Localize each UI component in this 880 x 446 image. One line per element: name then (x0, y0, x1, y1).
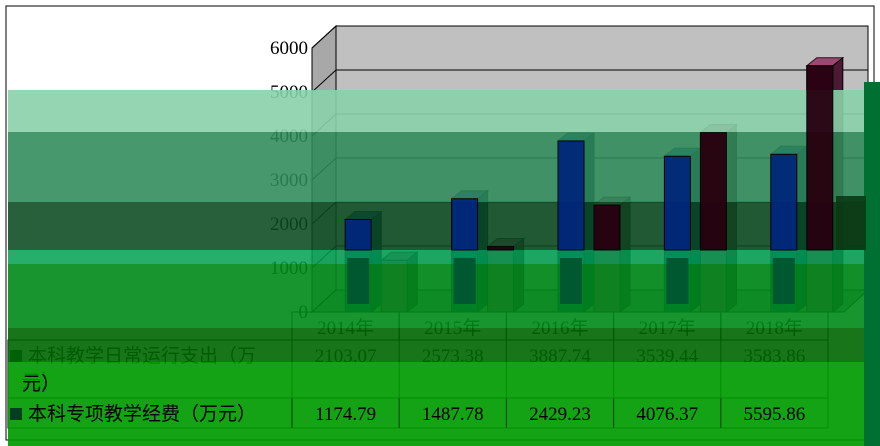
bar-s1-c3 (698, 123, 738, 314)
value-label-s0-c4: 3583.86 (744, 346, 806, 367)
bar-side-s0-c0 (370, 210, 382, 314)
bar-side-s1-c4 (832, 56, 844, 314)
bar-s1-c1 (486, 237, 526, 314)
category-label-2: 2016年 (531, 317, 588, 339)
bar-s0-c1 (450, 189, 490, 314)
value-label-s1-c3: 4076.37 (636, 404, 698, 425)
bar-side-s0-c2 (583, 131, 595, 314)
legend-label-1-line-0: 本科专项教学经费（万元） (28, 403, 256, 425)
bar-side-s0-c1 (477, 189, 489, 314)
bar-front-s1-c1 (487, 246, 515, 313)
bar-s0-c0 (343, 210, 383, 314)
bar-front-s0-c3 (663, 155, 691, 313)
y-tick-label-6: 6000 (270, 38, 308, 59)
bar-front-s1-c0 (380, 259, 408, 313)
bar-side-s1-c2 (619, 196, 631, 314)
bar-s0-c2 (556, 131, 596, 314)
bar-s1-c4 (805, 56, 845, 314)
value-label-s0-c2: 3887.74 (529, 346, 591, 367)
y-tick-label-1: 1000 (270, 258, 308, 279)
bar-s0-c4 (769, 145, 809, 314)
y-tick-label-3: 3000 (270, 170, 308, 191)
bar-front-s1-c3 (699, 132, 727, 313)
bar-front-s0-c0 (344, 218, 372, 313)
bar-s1-c2 (592, 196, 632, 314)
value-label-s0-c1: 2573.38 (422, 346, 484, 367)
y-tick-label-2: 2000 (270, 214, 308, 235)
legend-swatch-1 (10, 408, 22, 420)
value-label-s1-c0: 1174.79 (315, 404, 376, 425)
gridline-6 (311, 25, 868, 49)
value-label-s1-c1: 1487.78 (422, 404, 484, 425)
bar-side-s1-c0 (406, 251, 418, 314)
bar-side-s0-c3 (689, 147, 701, 314)
y-tick-label-5: 5000 (270, 82, 308, 103)
legend-label-0-line-1: 元） (22, 371, 60, 393)
bar-front-s1-c4 (806, 65, 834, 313)
category-label-3: 2017年 (639, 317, 696, 339)
bar-side-s0-c4 (796, 145, 808, 314)
bar-front-s1-c2 (593, 204, 621, 313)
bar-s1-c0 (379, 251, 419, 314)
gridline-5 (311, 69, 868, 93)
y-tick-label-4: 4000 (270, 126, 308, 147)
category-label-4: 2018年 (746, 317, 803, 339)
bar-front-s0-c1 (451, 198, 479, 313)
bar-s0-c3 (662, 147, 702, 314)
legend-swatch-0 (10, 350, 22, 362)
value-label-s1-c4: 5595.86 (744, 404, 806, 425)
bar-side-s1-c3 (725, 123, 737, 314)
value-label-s0-c3: 3539.44 (636, 346, 698, 367)
value-label-s0-c0: 2103.07 (315, 346, 377, 367)
bar-front-s0-c4 (770, 153, 798, 313)
legend-label-0-line-0: 本科教学日常运行支出（万 (28, 345, 256, 367)
category-label-1: 2015年 (424, 317, 481, 339)
value-label-s1-c2: 2429.23 (529, 404, 591, 425)
category-label-0: 2014年 (317, 317, 374, 339)
bar-front-s0-c2 (557, 140, 585, 313)
bar-side-s1-c1 (513, 237, 525, 314)
